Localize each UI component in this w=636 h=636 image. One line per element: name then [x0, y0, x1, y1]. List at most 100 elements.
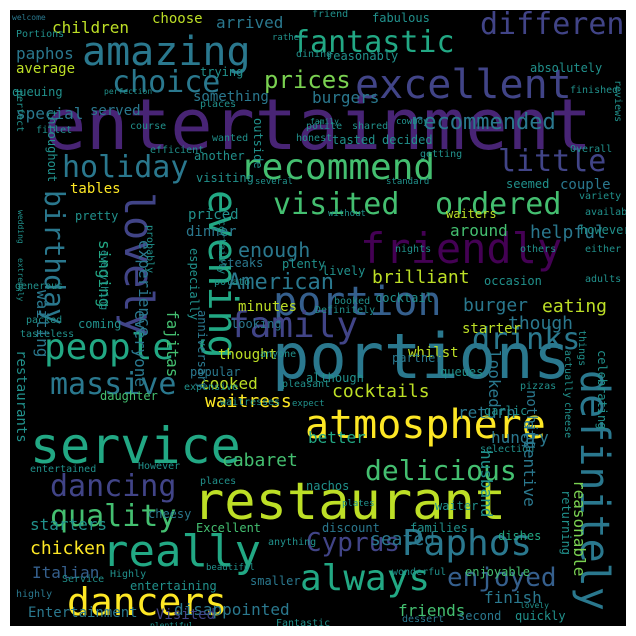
word-thought: thought	[218, 347, 278, 363]
word-visiting: visiting	[196, 171, 254, 185]
word-fillet: fillet	[36, 125, 73, 136]
word-second: second	[458, 609, 502, 623]
word-people: people	[44, 327, 175, 368]
word-portions: portions	[272, 320, 571, 393]
word-portion: portion	[273, 279, 442, 325]
word-families: families	[410, 521, 468, 535]
word-special: special	[16, 104, 84, 123]
word-lovely2: lovely	[520, 601, 549, 610]
word-However: However	[138, 461, 181, 472]
word-dinner: dinner	[186, 224, 237, 240]
word-looked: looked	[485, 350, 504, 408]
word-Service: Service	[62, 574, 105, 585]
word-husband: husband	[477, 450, 496, 518]
word-family: family	[228, 305, 359, 346]
word-drinks: drinks	[472, 322, 581, 357]
word-waitress: waitress	[205, 391, 292, 412]
word-queues: queues	[440, 365, 484, 379]
word-popular: popular	[190, 365, 241, 379]
word-entertained: entertained	[30, 464, 97, 475]
word-tasted: tasted	[332, 133, 376, 147]
word-cheese: cheese	[562, 402, 573, 439]
word-outside: outside	[251, 118, 265, 169]
word-everything: everything	[98, 250, 109, 311]
word-Italian: Italian	[32, 563, 100, 582]
word-probably: probably	[144, 225, 155, 274]
word-return: return	[458, 403, 516, 422]
word-efficient: efficient	[150, 145, 205, 156]
word-discount: discount	[322, 521, 380, 535]
word-wanted: wanted	[212, 133, 249, 144]
word-anything: anything	[268, 537, 317, 548]
word-plentiful: plentiful	[150, 621, 194, 627]
word-perfection: perfection	[104, 87, 153, 96]
word-friendly: friendly	[360, 224, 563, 273]
word-quality: quality	[50, 499, 177, 534]
word-visited: visited	[273, 187, 400, 222]
word-better: better	[308, 428, 366, 447]
word-pizzas: pizzas	[520, 381, 557, 392]
word-holiday: holiday	[62, 150, 189, 185]
word-daughter: daughter	[100, 389, 158, 403]
word-welcome: welcome	[12, 13, 46, 22]
word-burgers: burgers	[312, 88, 380, 107]
word-cooked: cooked	[200, 374, 258, 393]
word-choose: choose	[152, 11, 203, 27]
word-absolutely: absolutely	[530, 61, 603, 75]
word-recommended: recommended	[410, 110, 556, 135]
word-Fantastic: Fantastic	[276, 618, 331, 627]
word-Entertainment: Entertainment	[28, 605, 138, 621]
word-pretty: pretty	[75, 209, 119, 223]
word-steaks: steaks	[220, 256, 264, 270]
word-waiters: waiters	[446, 207, 497, 221]
word-cloud: entertainment portions restaurant servic…	[10, 10, 626, 626]
word-ordered: ordered	[435, 187, 562, 222]
word-dessert: dessert	[402, 614, 445, 625]
word-perfect: perfect	[14, 90, 25, 133]
word-nachos: nachos	[306, 479, 350, 493]
word-brilliant: brilliant	[372, 267, 470, 288]
word-paphos: paphos	[16, 44, 74, 63]
word-dancing: dancing	[50, 469, 177, 504]
word-tables: tables	[70, 181, 121, 197]
word-wedding: wedding	[16, 210, 25, 244]
word-friends: friends	[398, 601, 466, 620]
word-everyone: everyone	[131, 310, 150, 388]
word-another: another	[194, 149, 245, 163]
word-queuing: queuing	[12, 85, 63, 99]
word-certainly: certainly	[216, 220, 227, 275]
word-booked: booked	[334, 296, 371, 307]
word-plates: plates	[342, 499, 375, 509]
word-either: either	[585, 244, 622, 255]
word-others: others	[520, 244, 557, 255]
word-variety: variety	[579, 191, 622, 202]
word-fabulous: fabulous	[372, 11, 430, 25]
word-amazing: amazing	[82, 29, 251, 75]
word-partner: partner	[392, 351, 443, 365]
word-potato: potato	[214, 277, 251, 288]
word-served: served	[90, 103, 141, 119]
word-burger: burger	[463, 295, 529, 316]
word-fajitas: fajitas	[163, 310, 182, 378]
word-reviews: reviews	[612, 80, 623, 123]
word-waiting: waiting	[33, 290, 52, 358]
word-minutes: minutes	[238, 299, 298, 315]
word-beautiful: beautiful	[206, 563, 255, 573]
word-delicious: delicious	[365, 454, 517, 487]
word-seated: seated	[370, 529, 436, 550]
word-places: places	[200, 476, 237, 487]
word-lively: lively	[322, 264, 366, 278]
word-restaurants: restaurants	[13, 350, 29, 443]
word-packed: packed	[26, 315, 63, 326]
word-hungry: hungry	[491, 428, 549, 447]
word-without: without	[328, 209, 366, 219]
word-excellent: excellent	[355, 62, 572, 108]
word-around: around	[450, 221, 508, 240]
word-cheesy: cheesy	[148, 507, 192, 521]
word-anniversary: anniversary	[195, 310, 209, 390]
word-wonderful: wonderful	[392, 567, 447, 578]
word-extremely: extremely	[16, 258, 25, 302]
word-cabaret: cabaret	[222, 450, 298, 471]
word-Overall: Overall	[570, 144, 613, 155]
word-anyone: anyone	[260, 349, 297, 360]
